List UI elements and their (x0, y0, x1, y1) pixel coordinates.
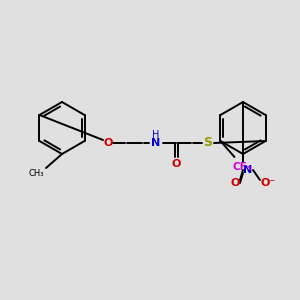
Text: N: N (152, 138, 160, 148)
Text: CF₃: CF₃ (233, 162, 252, 172)
Text: N: N (243, 165, 253, 175)
Text: O⁻: O⁻ (260, 178, 276, 188)
Text: O: O (103, 138, 113, 148)
Text: O: O (171, 159, 181, 169)
Text: H: H (152, 130, 160, 140)
Text: O: O (230, 178, 240, 188)
Text: S: S (203, 136, 212, 149)
Text: CH₃: CH₃ (28, 169, 44, 178)
